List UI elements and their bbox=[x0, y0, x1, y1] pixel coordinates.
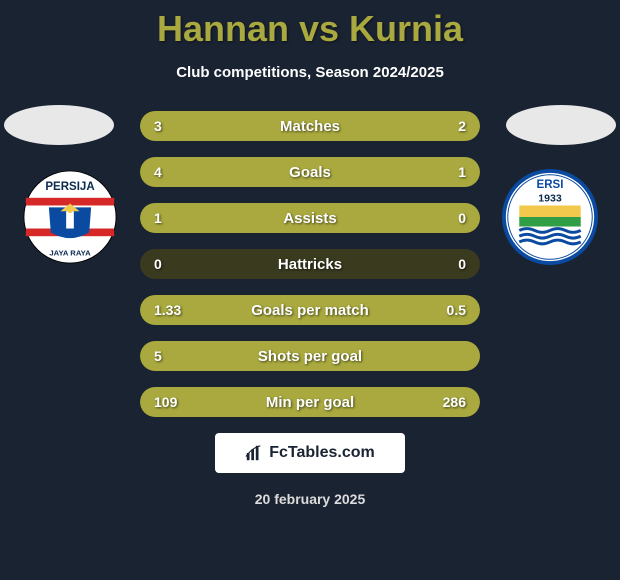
svg-text:PERSIJA: PERSIJA bbox=[45, 181, 95, 193]
stat-value-right: 286 bbox=[443, 387, 466, 417]
fctables-brand-text: FcTables.com bbox=[269, 444, 375, 462]
stat-label: Goals per match bbox=[140, 295, 480, 325]
player-right-oval bbox=[506, 105, 616, 145]
fctables-badge[interactable]: FcTables.com bbox=[215, 433, 405, 473]
stat-row: 1Assists0 bbox=[140, 203, 480, 233]
stats-list: 3Matches24Goals11Assists00Hattricks01.33… bbox=[140, 111, 480, 417]
bar-chart-icon bbox=[245, 444, 263, 462]
stat-label: Goals bbox=[140, 157, 480, 187]
player-left-oval bbox=[4, 105, 114, 145]
svg-text:JAYA RAYA: JAYA RAYA bbox=[49, 248, 91, 257]
stat-row: 1.33Goals per match0.5 bbox=[140, 295, 480, 325]
stat-row: 3Matches2 bbox=[140, 111, 480, 141]
stat-label: Min per goal bbox=[140, 387, 480, 417]
stat-row: 109Min per goal286 bbox=[140, 387, 480, 417]
stat-value-right: 2 bbox=[458, 111, 466, 141]
stat-label: Assists bbox=[140, 203, 480, 233]
stat-label: Shots per goal bbox=[140, 341, 480, 371]
club-badge-right: ERSI 1933 bbox=[502, 169, 598, 265]
svg-text:ERSI: ERSI bbox=[537, 179, 564, 191]
stat-row: 4Goals1 bbox=[140, 157, 480, 187]
stat-value-right: 1 bbox=[458, 157, 466, 187]
persija-badge-icon: PERSIJA JAYA RAYA bbox=[22, 169, 118, 265]
stat-row: 0Hattricks0 bbox=[140, 249, 480, 279]
stat-value-right: 0.5 bbox=[447, 295, 466, 325]
stat-row: 5Shots per goal bbox=[140, 341, 480, 371]
stat-value-right: 0 bbox=[458, 249, 466, 279]
stat-label: Hattricks bbox=[140, 249, 480, 279]
club-badge-left: PERSIJA JAYA RAYA bbox=[22, 169, 118, 265]
stat-value-right: 0 bbox=[458, 203, 466, 233]
footer-date: 20 february 2025 bbox=[0, 491, 620, 507]
persib-badge-icon: ERSI 1933 bbox=[502, 169, 598, 265]
stat-label: Matches bbox=[140, 111, 480, 141]
page-title: Hannan vs Kurnia bbox=[0, 0, 620, 50]
svg-text:1933: 1933 bbox=[538, 193, 562, 205]
subtitle: Club competitions, Season 2024/2025 bbox=[0, 64, 620, 81]
comparison-panel: PERSIJA JAYA RAYA ERSI 1933 3Matches2 4Go… bbox=[0, 111, 620, 417]
